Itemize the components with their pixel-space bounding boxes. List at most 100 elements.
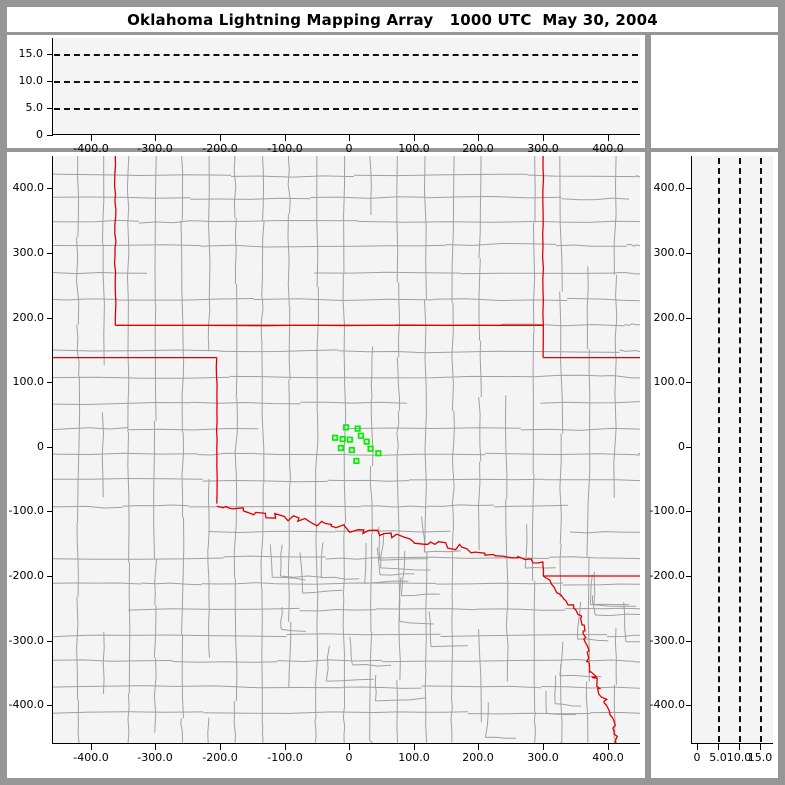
county-border xyxy=(315,524,319,595)
height-east-x-tick-label: 0 xyxy=(693,751,701,764)
county-border xyxy=(396,411,400,457)
height-east-y-axis xyxy=(691,156,692,744)
county-border xyxy=(559,641,564,676)
height-east-y-tick-label: 200.0 xyxy=(653,311,686,324)
state-border-oklahoma-east-upper xyxy=(541,156,545,358)
county-border xyxy=(430,645,468,648)
plan-view-map-panel[interactable]: 400.0 300.0 200.0 100.0 0 -100.0 -200.0 -300.0 -… xyxy=(7,152,645,778)
county-border xyxy=(76,522,79,597)
lightning-source-marker xyxy=(348,446,355,454)
county-border xyxy=(485,452,637,456)
county-border xyxy=(281,628,307,632)
lightning-source-marker xyxy=(363,438,370,445)
map-plot-area[interactable] xyxy=(52,156,640,744)
county-border xyxy=(287,156,291,214)
county-border xyxy=(425,551,428,669)
county-border xyxy=(52,196,191,199)
time-height-plot-area[interactable] xyxy=(52,38,640,135)
county-border xyxy=(261,588,263,723)
county-border xyxy=(181,432,185,518)
lightning-source-marker xyxy=(342,424,350,431)
height-east-x-tick xyxy=(718,744,719,750)
map-y-tick xyxy=(47,188,53,189)
time-height-x-tick xyxy=(349,135,350,141)
county-border xyxy=(548,556,640,560)
county-border xyxy=(219,349,339,353)
county-border xyxy=(540,686,640,689)
state-border-south-river-3 xyxy=(612,717,619,744)
county-border xyxy=(348,453,486,456)
county-border xyxy=(256,453,349,456)
state-border-southeast-diagonal xyxy=(542,575,583,617)
county-border xyxy=(153,657,157,733)
county-border xyxy=(233,701,236,744)
county-border xyxy=(440,634,608,637)
county-border xyxy=(396,156,399,283)
county-border xyxy=(358,220,538,223)
time-height-x-tick xyxy=(414,135,415,141)
county-border xyxy=(380,567,431,571)
county-border xyxy=(141,582,202,586)
county-border xyxy=(128,427,259,431)
county-border xyxy=(562,583,640,586)
county-border xyxy=(504,395,508,500)
state-border-panhandle-east xyxy=(215,357,218,504)
time-height-y-axis xyxy=(52,38,53,135)
time-height-x-tick xyxy=(220,135,221,141)
time-height-x-tick-label: 300.0 xyxy=(527,142,559,155)
time-height-y-tick xyxy=(47,108,53,109)
county-border xyxy=(636,452,640,456)
blank-panel[interactable] xyxy=(651,35,778,148)
map-x-tick xyxy=(543,744,544,750)
county-border xyxy=(421,516,426,553)
county-border xyxy=(52,401,191,406)
county-border xyxy=(348,427,521,430)
height-east-y-tick xyxy=(686,188,692,189)
map-y-tick xyxy=(47,318,53,319)
county-border xyxy=(370,346,374,399)
county-border xyxy=(623,601,627,642)
county-border xyxy=(52,173,232,177)
county-border xyxy=(544,479,640,482)
county-border xyxy=(561,197,630,201)
county-border xyxy=(454,350,620,353)
county-border xyxy=(374,674,377,702)
map-x-tick-label: -100.0 xyxy=(267,751,303,764)
county-border xyxy=(128,607,300,611)
height-east-y-tick-label: 300.0 xyxy=(653,246,686,259)
map-x-tick-label: -300.0 xyxy=(137,751,173,764)
county-border xyxy=(399,620,434,625)
county-border xyxy=(321,576,360,580)
county-border xyxy=(607,634,640,638)
time-height-y-tick-label: 15.0 xyxy=(18,47,44,60)
map-y-axis xyxy=(52,156,53,744)
county-border xyxy=(593,571,596,605)
county-border xyxy=(190,197,311,200)
county-border xyxy=(207,549,210,612)
map-x-tick-label: 100.0 xyxy=(398,751,430,764)
height-east-plot-area[interactable] xyxy=(691,156,773,744)
county-border xyxy=(315,594,319,716)
lightning-source-marker xyxy=(339,435,346,443)
county-border xyxy=(127,327,130,433)
county-border xyxy=(261,344,265,484)
county-border xyxy=(52,349,220,352)
height-east-panel[interactable]: 400.0 300.0 200.0 100.0 0 -100.0 -200.0 -300.0 -… xyxy=(650,152,778,778)
county-border xyxy=(423,156,427,300)
county-border xyxy=(320,542,324,578)
time-height-panel[interactable]: 0 5.0 10.0 15.0 -400.0 -300.0 -200.0 -100.0 0 100… xyxy=(7,35,645,155)
map-y-tick xyxy=(47,253,53,254)
county-border xyxy=(593,604,636,607)
county-border xyxy=(533,711,536,744)
county-border xyxy=(118,298,254,301)
county-border xyxy=(370,398,374,467)
county-border xyxy=(613,358,617,498)
map-y-tick xyxy=(47,576,53,577)
county-border xyxy=(546,712,577,716)
county-border xyxy=(261,220,265,298)
county-border xyxy=(277,659,383,663)
height-east-y-tick xyxy=(686,382,692,383)
county-border xyxy=(351,375,512,379)
county-border xyxy=(153,420,155,559)
county-border xyxy=(614,274,618,359)
